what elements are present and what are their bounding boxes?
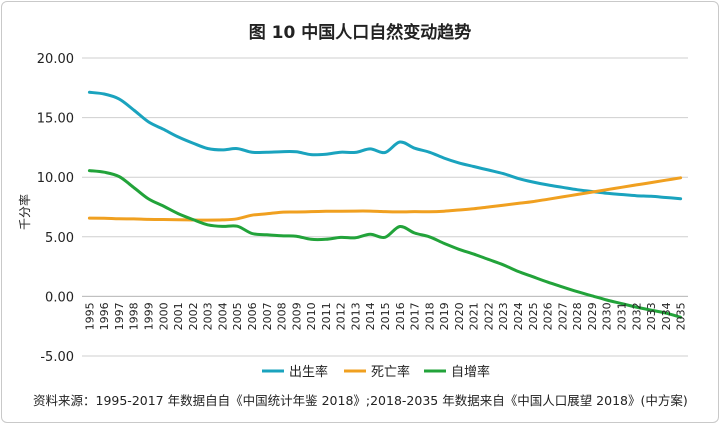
- x-tick-label: 2016: [394, 302, 407, 330]
- x-tick-label: 2032: [630, 302, 643, 330]
- x-tick-label: 2029: [586, 302, 599, 330]
- legend-label: 死亡率: [371, 364, 410, 380]
- x-tick-label: 2025: [527, 302, 540, 330]
- x-tick-label: 2018: [423, 302, 436, 330]
- y-axis-label: 千分率: [17, 194, 32, 230]
- series-line: [87, 176, 683, 222]
- x-tick-label: 1995: [83, 302, 96, 330]
- y-tick-label: 15.00: [37, 112, 74, 127]
- y-tick-label: 0.00: [45, 290, 74, 305]
- x-tick-label: 2017: [409, 302, 422, 330]
- legend-label: 出生率: [289, 364, 328, 380]
- x-tick-label: 2005: [231, 302, 244, 330]
- x-tick-label: 2019: [438, 302, 451, 330]
- x-tick-label: 2028: [571, 302, 584, 330]
- grid: [82, 57, 688, 357]
- legend-label: 自增率: [451, 364, 490, 380]
- x-axis-ticks: 1995 1996 1997 1998 1999 2000 2001 2002 2003 2004…: [83, 302, 687, 330]
- x-tick-label: 1998: [128, 302, 141, 330]
- x-tick-label: 2024: [512, 302, 525, 330]
- x-tick-label: 1996: [98, 302, 111, 330]
- x-tick-label: 2033: [645, 302, 658, 330]
- x-tick-label: 2003: [202, 302, 215, 330]
- x-tick-label: 1997: [113, 302, 126, 330]
- y-tick-label: -5.00: [40, 350, 74, 365]
- x-tick-label: 2015: [379, 302, 392, 330]
- x-tick-label: 2010: [305, 302, 318, 330]
- x-tick-label: 2026: [542, 302, 555, 330]
- series-line: [87, 90, 683, 201]
- x-tick-label: 2004: [216, 302, 229, 330]
- x-tick-label: 2021: [468, 302, 481, 330]
- x-tick-label: 2035: [675, 302, 688, 330]
- x-tick-label: 2000: [157, 302, 170, 330]
- series-line: [87, 169, 683, 319]
- x-tick-label: 1999: [143, 302, 156, 330]
- x-tick-label: 2011: [320, 302, 333, 330]
- x-tick-label: 2020: [453, 302, 466, 330]
- x-tick-label: 2022: [482, 302, 495, 330]
- legend: 出生率 死亡率 自增率: [262, 364, 490, 380]
- source-note: 资料来源：1995-2017 年数据自自《中国统计年鉴 2018》;2018-2…: [33, 393, 688, 408]
- x-tick-label: 2031: [615, 302, 628, 330]
- x-tick-label: 2023: [497, 302, 510, 330]
- x-tick-label: 2012: [335, 302, 348, 330]
- chart-title: 图 10 中国人口自然变动趋势: [249, 22, 472, 43]
- y-tick-label: 10.00: [37, 171, 74, 186]
- x-tick-label: 2013: [349, 302, 362, 330]
- y-axis-ticks: 20.00 15.00 10.00 5.00 0.00 -5.00: [37, 52, 74, 365]
- x-tick-label: 2001: [172, 302, 185, 330]
- series-lines: [87, 90, 683, 319]
- y-tick-label: 20.00: [37, 52, 74, 67]
- x-tick-label: 2014: [364, 302, 377, 330]
- x-tick-label: 2030: [601, 302, 614, 330]
- x-tick-label: 2027: [556, 302, 569, 330]
- x-tick-label: 2009: [290, 302, 303, 330]
- x-tick-label: 2034: [660, 302, 673, 330]
- x-tick-label: 2006: [246, 302, 259, 330]
- y-tick-label: 5.00: [45, 231, 74, 246]
- x-tick-label: 2007: [261, 302, 274, 330]
- x-tick-label: 2008: [276, 302, 289, 330]
- x-tick-label: 2002: [187, 302, 200, 330]
